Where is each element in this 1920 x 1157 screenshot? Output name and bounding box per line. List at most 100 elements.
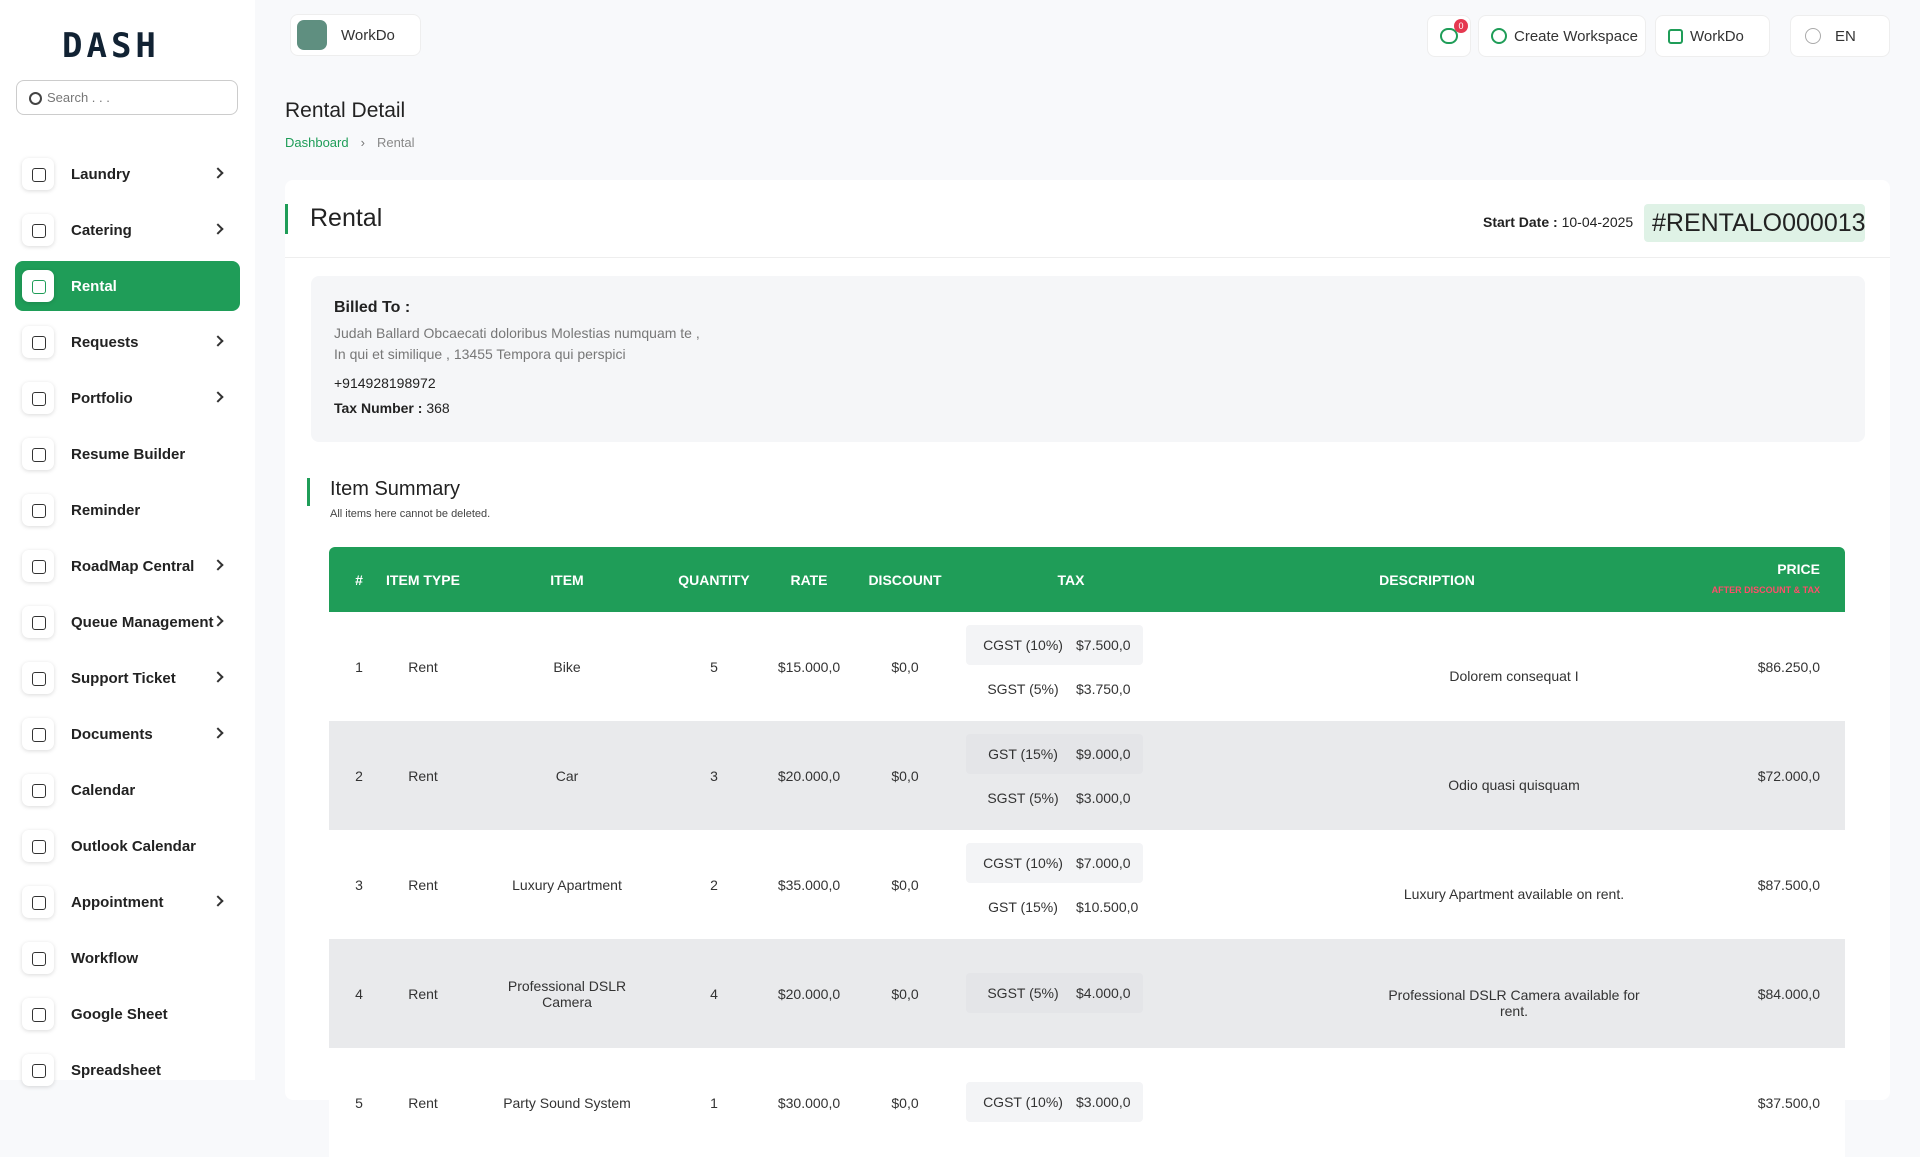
chevron xyxy=(212,335,224,347)
nav-icon xyxy=(22,718,54,750)
rental-heading: Rental xyxy=(310,204,383,232)
cell-no: 4 xyxy=(355,985,363,1002)
nav-icon xyxy=(22,774,54,806)
nav-item[interactable]: Portfolio xyxy=(15,373,240,423)
start-date-value: 10-04-2025 xyxy=(1561,214,1634,230)
address-line: In qui et similique , 13455 Tempora qui … xyxy=(334,346,626,362)
cell-description: Dolorem consequat I xyxy=(1449,667,1579,684)
column-header: ITEM xyxy=(550,572,584,588)
breadcrumb-link[interactable]: Dashboard xyxy=(285,135,349,150)
price-note: AFTER DISCOUNT & TAX xyxy=(1711,585,1820,595)
cell-rate: $30.000,0 xyxy=(777,1094,841,1111)
rental-number: #RENTALO000013 xyxy=(1644,204,1866,242)
tax-name: GST (15%) xyxy=(988,899,1058,915)
grid-icon xyxy=(1668,28,1683,44)
globe-icon xyxy=(1805,28,1821,44)
item-summary-subtitle: All items here cannot be deleted. xyxy=(330,508,491,520)
cell-rate: $20.000,0 xyxy=(777,767,841,784)
nav-item[interactable]: Spreadsheet xyxy=(15,1045,240,1095)
plus-icon xyxy=(1491,28,1507,44)
column-header: TAX xyxy=(1057,572,1085,588)
nav-item[interactable]: Workflow xyxy=(15,933,240,983)
nav-item[interactable]: Google Sheet xyxy=(15,989,240,1039)
user-workspace-select[interactable]: WorkDo xyxy=(1655,15,1770,57)
nav-icon xyxy=(22,942,54,974)
tax-name: CGST (10%) xyxy=(983,1094,1063,1110)
cell-type: Rent xyxy=(408,985,438,1002)
address-line: Judah Ballard Obcaecati doloribus Molest… xyxy=(334,325,700,341)
cell-item: Professional DSLR Camera xyxy=(507,977,627,1010)
table-row: 1 Rent Bike 5 $15.000,0 $0,0 CGST (10%) $7.500,… xyxy=(329,612,1845,721)
chevron xyxy=(212,671,224,683)
language-label: EN xyxy=(1835,27,1856,45)
nav-item[interactable]: Resume Builder xyxy=(15,429,240,479)
column-header: DISCOUNT xyxy=(868,572,942,588)
nav-icon xyxy=(22,550,54,582)
nav-icon xyxy=(22,998,54,1030)
tax-entry: SGST (5%) $3.000,0 xyxy=(966,778,1143,818)
nav-icon xyxy=(22,830,54,862)
tax-amount: $7.500,0 xyxy=(1076,637,1131,653)
nav-label: Workflow xyxy=(71,949,139,967)
create-workspace-button[interactable]: Create Workspace xyxy=(1478,15,1646,57)
column-header: RATE xyxy=(790,572,828,588)
nav-label: Calendar xyxy=(71,781,136,799)
nav-item[interactable]: Reminder xyxy=(15,485,240,535)
breadcrumb-current: Rental xyxy=(376,135,415,150)
nav-item[interactable]: Requests xyxy=(15,317,240,367)
cell-quantity: 3 xyxy=(710,767,718,784)
nav-icon xyxy=(22,438,54,470)
cell-rate: $15.000,0 xyxy=(777,658,841,675)
logo[interactable]: DASH xyxy=(62,26,160,66)
breadcrumb-separator: › xyxy=(360,135,365,150)
create-workspace-label: Create Workspace xyxy=(1514,27,1638,45)
tax-number-value: 368 xyxy=(426,400,450,416)
table-header: # ITEM TYPE ITEM QUANTITY RATE DISCOUNT TAX DES… xyxy=(329,547,1845,612)
tax-number: Tax Number : 368 xyxy=(334,400,450,416)
nav-item[interactable]: Laundry xyxy=(15,149,240,199)
cell-price: $86.250,0 xyxy=(1757,658,1820,675)
nav-item[interactable]: Calendar xyxy=(15,765,240,815)
cell-description: Professional DSLR Camera available for r… xyxy=(1388,986,1640,1019)
nav-label: Portfolio xyxy=(71,389,133,407)
chevron xyxy=(212,559,224,571)
nav-item[interactable]: RoadMap Central xyxy=(15,541,240,591)
tax-amount: $3.000,0 xyxy=(1076,790,1131,806)
nav-icon xyxy=(22,158,54,190)
nav-item[interactable]: Support Ticket xyxy=(15,653,240,703)
nav-item[interactable]: Queue Management xyxy=(15,597,240,647)
language-select[interactable]: EN xyxy=(1790,15,1890,57)
page: Rental Detail {"sidebar": {"logo": "DASH… xyxy=(15,14,1890,1122)
nav-label: Resume Builder xyxy=(71,445,186,463)
cell-discount: $0,0 xyxy=(891,658,919,675)
nav-item[interactable]: Catering xyxy=(15,205,240,255)
column-header: PRICE xyxy=(1777,561,1820,577)
item-summary-title: Item Summary xyxy=(330,478,461,500)
table-row: 2 Rent Car 3 $20.000,0 $0,0 GST (15%) $9.000,0 S… xyxy=(329,721,1845,830)
chevron xyxy=(212,895,224,907)
tax-amount: $3.000,0 xyxy=(1076,1094,1131,1110)
nav-icon xyxy=(22,1054,54,1086)
cell-item: Car xyxy=(555,767,579,784)
workspace-select[interactable]: WorkDo xyxy=(290,14,421,56)
column-header: QUANTITY xyxy=(678,572,750,588)
cell-discount: $0,0 xyxy=(891,767,919,784)
nav-label: Documents xyxy=(71,725,153,743)
notifications[interactable]: 0 xyxy=(1427,15,1471,57)
chevron xyxy=(212,615,224,627)
nav-icon xyxy=(22,382,54,414)
nav-item[interactable]: Appointment xyxy=(15,877,240,927)
nav-label: Appointment xyxy=(71,893,164,911)
breadcrumb: Dashboard › Rental xyxy=(285,135,415,150)
cell-price: $84.000,0 xyxy=(1757,985,1820,1002)
cell-price: $72.000,0 xyxy=(1757,767,1820,784)
nav-label: Requests xyxy=(71,333,139,351)
search-input[interactable]: Search . . . xyxy=(16,80,238,115)
nav-item[interactable]: Rental xyxy=(15,261,240,311)
nav-item[interactable]: Documents xyxy=(15,709,240,759)
cell-quantity: 4 xyxy=(710,985,718,1002)
cell-description: Odio quasi quisquam xyxy=(1448,776,1580,793)
nav-item[interactable]: Outlook Calendar xyxy=(15,821,240,871)
cell-type: Rent xyxy=(408,876,438,893)
nav-label: RoadMap Central xyxy=(71,557,195,575)
